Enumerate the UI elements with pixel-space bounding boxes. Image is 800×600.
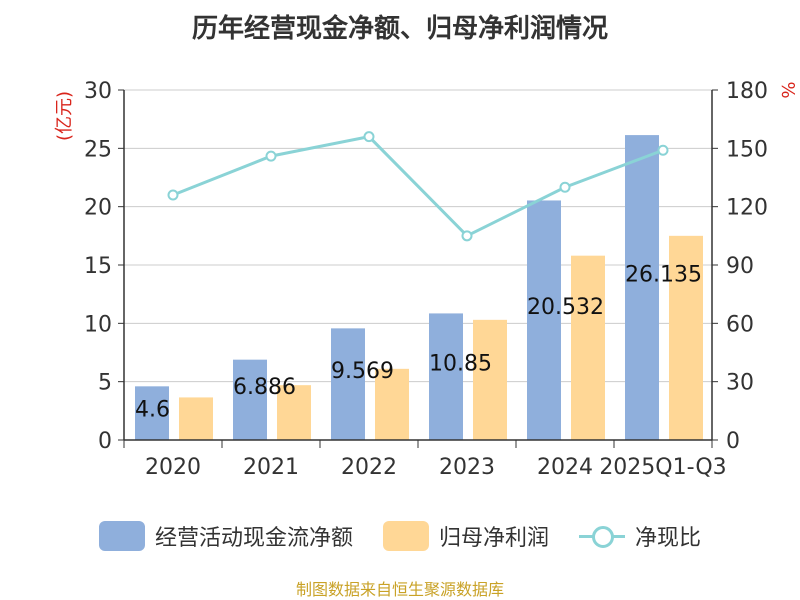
data-label-cashflow: 10.85 bbox=[429, 352, 492, 377]
chart-canvas: 0 5 10 15 20 25 30 0 30 60 90 120 150 180 2020 2021 2022… bbox=[54, 79, 798, 480]
x-tick-label: 2020 bbox=[145, 455, 201, 480]
data-labels: 4.6 6.886 9.569 10.85 20.532 26.135 bbox=[135, 263, 702, 423]
legend: 经营活动现金流净额 归母净利润 净现比 bbox=[0, 516, 800, 556]
x-tick-label: 2025Q1-Q3 bbox=[599, 455, 726, 480]
axes: 0 5 10 15 20 25 30 0 30 60 90 120 150 180 2020 2021 2022… bbox=[54, 79, 798, 480]
ratio-point bbox=[363, 131, 375, 143]
ratio-point bbox=[657, 144, 669, 156]
y2-axis-label: % bbox=[777, 81, 798, 98]
ratio-line bbox=[167, 131, 669, 242]
legend-item-net-profit[interactable]: 归母净利润 bbox=[382, 520, 549, 552]
legend-label-cashflow: 经营活动现金流净额 bbox=[154, 526, 353, 551]
y2-tick-label: 0 bbox=[726, 429, 740, 454]
y2-tick-label: 60 bbox=[726, 312, 754, 337]
legend-swatch-cashflow bbox=[98, 521, 145, 551]
bar-net-profit bbox=[179, 397, 213, 440]
legend-item-cashflow[interactable]: 经营活动现金流净额 bbox=[98, 520, 353, 552]
y2-tick-label: 90 bbox=[726, 254, 754, 279]
bar-net-profit bbox=[669, 235, 703, 440]
chart-title: 历年经营现金净额、归母净利润情况 bbox=[191, 14, 608, 44]
y-tick-label: 10 bbox=[84, 312, 112, 337]
ratio-point bbox=[559, 181, 571, 193]
bar-cashflow bbox=[233, 359, 267, 440]
legend-swatch-ratio bbox=[579, 521, 625, 551]
data-label-cashflow: 6.886 bbox=[233, 375, 296, 400]
grid-lines bbox=[124, 89, 712, 383]
bar-net-profit bbox=[473, 319, 507, 440]
y-tick-label: 15 bbox=[84, 254, 112, 279]
x-tick-label: 2021 bbox=[243, 455, 299, 480]
bar-cashflow bbox=[625, 135, 659, 440]
y-tick-label: 30 bbox=[84, 79, 112, 104]
y-tick-label: 20 bbox=[84, 196, 112, 221]
legend-swatch-net-profit bbox=[382, 521, 429, 551]
ratio-point bbox=[461, 230, 473, 242]
y-axis-label: (亿元) bbox=[54, 91, 75, 141]
legend-item-ratio[interactable]: 净现比 bbox=[579, 520, 701, 552]
bar-cashflow bbox=[331, 328, 365, 440]
bar-cashflow bbox=[429, 313, 463, 440]
bar-net-profit bbox=[277, 385, 311, 440]
data-label-cashflow: 26.135 bbox=[625, 263, 702, 288]
x-tick-label: 2023 bbox=[439, 455, 495, 480]
ratio-point bbox=[265, 150, 277, 162]
y2-tick-label: 180 bbox=[726, 79, 768, 104]
bar-net-profit bbox=[375, 368, 409, 440]
source-note: 制图数据来自恒生聚源数据库 bbox=[295, 580, 504, 599]
y-tick-label: 25 bbox=[84, 137, 112, 162]
data-label-cashflow: 4.6 bbox=[135, 397, 170, 422]
y2-tick-label: 30 bbox=[726, 371, 754, 396]
x-tick-label: 2024 bbox=[537, 455, 593, 480]
data-label-cashflow: 9.569 bbox=[331, 359, 394, 384]
ratio-point bbox=[167, 189, 179, 201]
x-tick-label: 2022 bbox=[341, 455, 397, 480]
bar-cashflow bbox=[135, 386, 169, 440]
y-tick-label: 0 bbox=[98, 429, 112, 454]
y-tick-label: 5 bbox=[98, 371, 112, 396]
bar-net-profit bbox=[571, 255, 605, 440]
legend-label-ratio: 净现比 bbox=[635, 526, 702, 551]
bar-marks bbox=[135, 135, 703, 440]
ratio-line-path bbox=[172, 135, 664, 238]
data-label-cashflow: 20.532 bbox=[527, 295, 604, 320]
legend-label-net-profit: 归母净利润 bbox=[438, 526, 549, 551]
y2-tick-label: 120 bbox=[726, 196, 768, 221]
bar-cashflow bbox=[527, 200, 561, 440]
y2-tick-label: 150 bbox=[726, 137, 768, 162]
